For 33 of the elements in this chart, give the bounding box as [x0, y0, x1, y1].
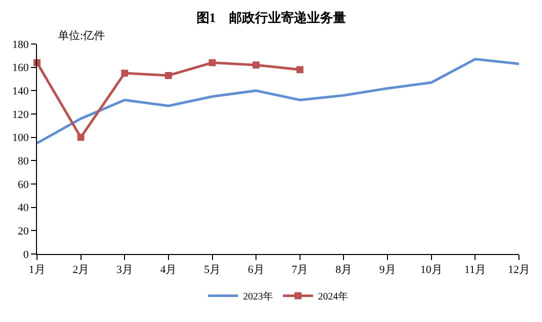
- point: [208, 59, 216, 66]
- chart-title: 图1 邮政行业寄递业务量: [196, 10, 346, 25]
- y-tick-label: 180: [12, 38, 30, 51]
- point: [121, 70, 128, 77]
- y-tick-label: 140: [12, 86, 30, 98]
- x-tick-label: 10月: [420, 264, 442, 276]
- x-tick-label: 5月: [204, 264, 221, 276]
- x-tick-label: 4月: [160, 264, 177, 276]
- y-tick-label: 20: [18, 226, 30, 238]
- legend-label: 2024年: [318, 290, 348, 303]
- y-tick-label: 60: [18, 178, 30, 191]
- x-tick-label: 11月: [464, 264, 486, 276]
- y-tick-label: 160: [12, 62, 30, 74]
- x-tick-label: 8月: [335, 264, 352, 276]
- x-tick-label: 7月: [292, 264, 308, 276]
- y-tick-label: 0: [23, 248, 30, 261]
- point: [296, 66, 304, 74]
- y-tick-label: 80: [18, 156, 30, 168]
- x-tick-label: 6月: [248, 264, 264, 276]
- y-axis-title: 单位:亿件: [58, 29, 106, 42]
- point: [77, 134, 84, 141]
- point: [164, 72, 172, 79]
- x-tick-label: 2月: [72, 264, 90, 276]
- line-series: [37, 58, 519, 144]
- y-tick-label: 120: [12, 108, 30, 121]
- x-tick-label: 9月: [379, 264, 396, 276]
- x-tick-label: 1月: [28, 264, 46, 276]
- point: [252, 62, 260, 68]
- x-tick-label: 3月: [116, 264, 133, 276]
- y-tick-label: 40: [18, 202, 30, 214]
- x-tick-label: 12月: [508, 264, 530, 276]
- legend-label: 2023年: [243, 290, 273, 303]
- y-tick-label: 100: [12, 132, 30, 144]
